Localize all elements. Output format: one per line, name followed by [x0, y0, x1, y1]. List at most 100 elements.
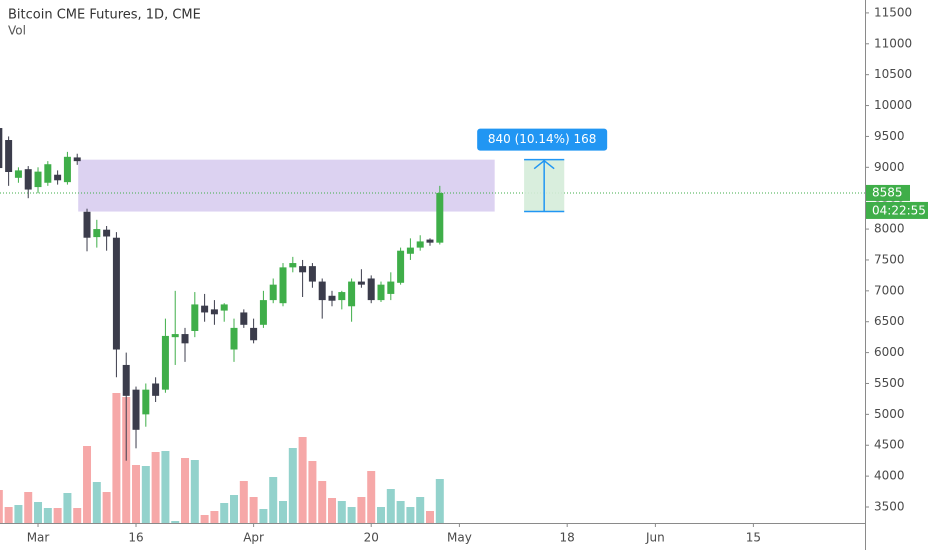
y-tick-label: 6000 [874, 345, 905, 359]
candle-body [269, 284, 277, 301]
candle-body [387, 281, 395, 294]
x-tick-label: 15 [746, 531, 761, 545]
candle-body [191, 304, 199, 331]
volume-bar [190, 460, 199, 523]
candle-body [426, 239, 434, 243]
candle-body [201, 305, 209, 313]
y-tick-label: 8000 [874, 222, 905, 236]
x-tick-label: 16 [128, 531, 143, 545]
candle-body [152, 383, 160, 396]
volume-bar [318, 481, 327, 523]
candle-body [377, 284, 385, 301]
countdown-label: 04:22:55 [872, 203, 926, 217]
chart-title: Bitcoin CME Futures, 1D, CME [8, 8, 201, 23]
candle-body [171, 334, 179, 338]
measure-arrowhead [533, 159, 555, 170]
candle-body [279, 267, 287, 304]
volume-bar [181, 458, 190, 523]
candle-body [299, 266, 307, 273]
volume-bar [308, 461, 317, 523]
y-tick-label: 10500 [874, 67, 912, 81]
y-tick-label: 9000 [874, 160, 905, 174]
candle-body [230, 327, 238, 350]
measure-label: 840 (10.14%) 168 [488, 132, 597, 146]
x-tick-label: 18 [560, 531, 575, 545]
candle-body [112, 237, 120, 350]
volume-bar [377, 507, 386, 523]
last-price-box [866, 184, 910, 201]
volume-bar [239, 481, 248, 523]
candle-body [250, 327, 258, 341]
volume-bar [396, 501, 405, 523]
volume-bar [386, 489, 395, 523]
x-tick-label: May [447, 531, 472, 545]
y-tick-label: 4000 [874, 469, 905, 483]
candle-body [14, 170, 22, 178]
x-tick-label: 20 [364, 531, 379, 545]
y-tick-label: 6500 [874, 314, 905, 328]
volume-bar [288, 448, 297, 523]
y-tick-label: 11500 [874, 5, 912, 19]
candle-body [24, 169, 32, 190]
volume-bar [102, 492, 111, 523]
volume-bar [171, 521, 180, 523]
candle-body [5, 140, 13, 173]
volume-bar [4, 507, 13, 523]
candle-body [357, 281, 365, 285]
volume-bar [24, 492, 33, 523]
volume-bar [0, 490, 3, 523]
volume-bar [347, 507, 356, 523]
candle-body [348, 281, 356, 307]
candle-body [397, 250, 405, 283]
volume-bar [230, 495, 239, 523]
countdown-box [866, 201, 928, 219]
candle-body [0, 128, 3, 169]
candle-body [122, 364, 130, 396]
volume-bar [200, 515, 209, 523]
volume-bar [279, 501, 288, 523]
volume-bar [367, 471, 376, 523]
y-tick-label: 11000 [874, 36, 912, 50]
candle-body [318, 281, 326, 301]
volume-bar [34, 502, 43, 523]
volume-bar [426, 511, 435, 523]
candle-body [63, 156, 71, 183]
candle-body [338, 292, 346, 301]
candle-body [161, 335, 169, 390]
candle-body [103, 229, 111, 237]
volume-bar [220, 503, 229, 523]
y-tick-label: 7500 [874, 252, 905, 266]
volume-bar [416, 497, 425, 523]
volume-label: Vol [8, 24, 26, 38]
candle-body [328, 295, 336, 301]
candle-body [220, 304, 228, 311]
volume-bar [83, 446, 92, 523]
plot-area [0, 128, 495, 523]
candle-body [416, 241, 424, 248]
candle-body [308, 266, 316, 282]
candle-body [93, 229, 101, 238]
volume-bar [112, 393, 121, 523]
volume-bar [328, 498, 337, 523]
volume-bar [63, 493, 72, 523]
volume-bar [210, 511, 219, 523]
x-tick-label: Apr [243, 531, 264, 545]
volume-bar [269, 477, 278, 523]
volume-bar [259, 509, 268, 523]
candle-body [142, 389, 150, 415]
volume-bar [53, 508, 62, 523]
volume-bar [249, 497, 258, 523]
candle-body [83, 211, 91, 238]
volume-bar [132, 465, 141, 523]
y-tick-label: 10000 [874, 98, 912, 112]
volume-bar [435, 479, 444, 523]
candle-body [240, 312, 248, 325]
candle-body [406, 247, 414, 254]
candle-body [210, 309, 218, 315]
volume-bar [406, 507, 415, 523]
measure-label-box [477, 128, 608, 151]
y-tick-label: 4500 [874, 438, 905, 452]
candle-body [44, 164, 52, 183]
volume-bar [161, 451, 170, 523]
